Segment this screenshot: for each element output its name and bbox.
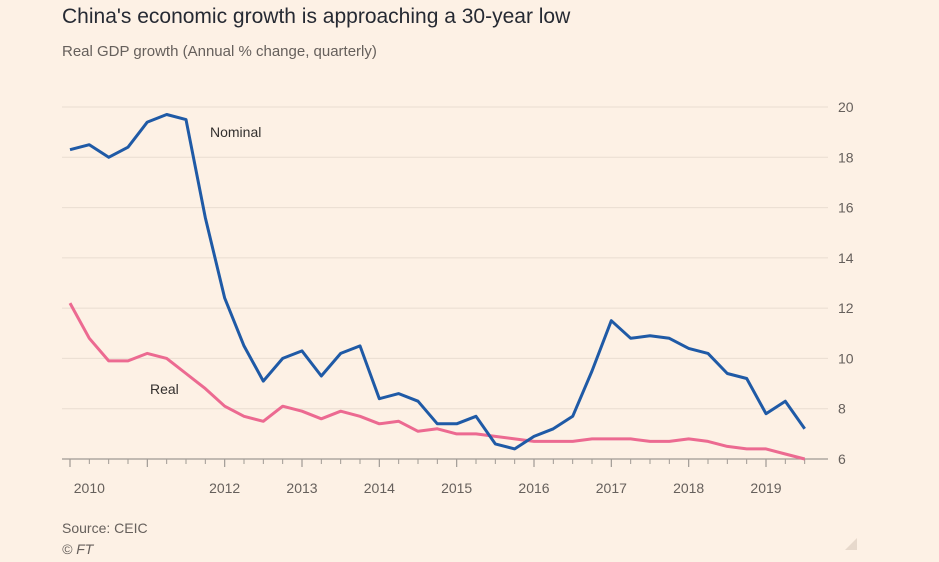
y-tick-label: 20 <box>838 99 854 115</box>
x-tick-label: 2015 <box>441 480 472 496</box>
x-axis <box>62 458 828 467</box>
y-tick-label: 14 <box>838 250 854 266</box>
y-tick-label: 10 <box>838 350 854 366</box>
series-line-nominal <box>69 113 806 451</box>
series-lines <box>68 113 806 461</box>
chart-subtitle: Real GDP growth (Annual % change, quarte… <box>62 43 377 60</box>
x-tick-label: 2010 <box>74 480 105 496</box>
y-tick-label: 8 <box>838 401 846 417</box>
gridlines <box>62 106 828 410</box>
x-tick-label: 2017 <box>596 480 627 496</box>
series-label-nominal: Nominal <box>210 124 261 140</box>
x-tick-label: 2019 <box>750 480 781 496</box>
x-tick-label: 2016 <box>518 480 549 496</box>
y-tick-label: 12 <box>838 300 854 316</box>
x-tick-label: 2013 <box>286 480 317 496</box>
series-label-real: Real <box>150 381 179 397</box>
y-axis: 6 8 10 12 14 16 18 20 <box>838 99 854 467</box>
resize-grip-icon <box>845 538 857 550</box>
x-tick-label: 2012 <box>209 480 240 496</box>
source-note: Source: CEIC <box>62 520 148 536</box>
y-tick-label: 6 <box>838 451 846 467</box>
x-tick-label: 2018 <box>673 480 704 496</box>
y-tick-label: 18 <box>838 149 854 165</box>
series-labels: Nominal Real <box>150 124 261 397</box>
x-axis-labels: 2010 2012 2013 2014 2015 2016 2017 2018 2019 <box>74 480 782 496</box>
x-tick-label: 2014 <box>364 480 395 496</box>
series-line-real <box>68 302 806 461</box>
y-tick-label: 16 <box>838 200 854 216</box>
copyright-note: © FT <box>62 541 94 557</box>
chart-title: China's economic growth is approaching a… <box>62 5 571 28</box>
